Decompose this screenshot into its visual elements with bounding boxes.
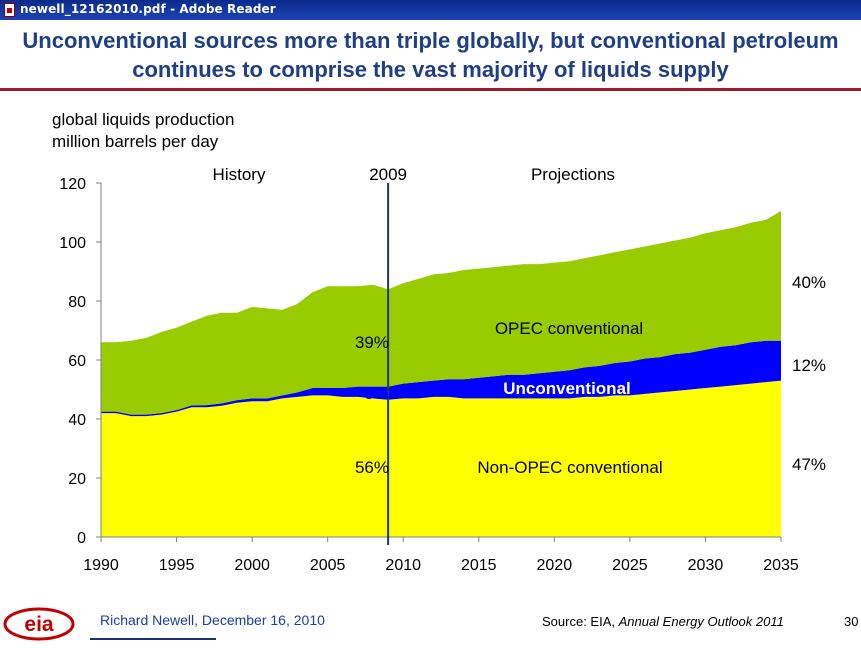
y-axis-label: global liquids production million barrel…	[52, 109, 234, 153]
pct-unconventional-2009: 5%	[364, 384, 389, 403]
history-label: History	[213, 165, 266, 184]
x-tick-label: 2000	[234, 557, 270, 574]
pct-unconventional-2035: 12%	[792, 356, 826, 375]
pct-opec-2009: 39%	[355, 333, 389, 352]
y-tick-label: 120	[59, 176, 86, 193]
area-unconventional	[101, 340, 781, 417]
source-label: Source: EIA,	[542, 614, 619, 629]
chart-axes: 0 20 40 60 80 100 120 1990 1995 2000 2005 2010 2015 2…	[59, 176, 799, 574]
x-tick-label: 2005	[310, 557, 346, 574]
pct-nonopec-2009: 56%	[355, 458, 389, 477]
slide-title: Unconventional sources more than triple …	[22, 28, 839, 82]
chart-annotations: History 2009 Projections 39% 5% 56% OPEC conve…	[213, 165, 826, 545]
projections-label: Projections	[531, 165, 615, 184]
unconventional-label: Unconventional	[503, 379, 631, 398]
x-tick-label: 2015	[461, 557, 497, 574]
pct-opec-2035: 40%	[792, 273, 826, 292]
y-tick-label: 20	[68, 471, 86, 488]
y-tick-label: 100	[59, 235, 86, 252]
y-axis-label-line-1: global liquids production	[52, 110, 235, 129]
title-rule	[0, 88, 861, 91]
liquids-production-chart: 0 20 40 60 80 100 120 1990 1995 2000 2005 2010 2015 2…	[59, 165, 826, 574]
area-non-opec-conventional	[101, 380, 781, 537]
y-axis-label-line-2: million barrels per day	[52, 132, 219, 151]
logo-text: eia	[24, 613, 54, 636]
opec-conventional-label: OPEC conventional	[495, 319, 643, 338]
pdf-file-icon	[4, 3, 15, 17]
y-tick-label: 80	[68, 294, 86, 311]
x-tick-label: 2020	[537, 557, 573, 574]
stacked-areas	[101, 211, 781, 537]
window-title: newell_12162010.pdf - Adobe Reader	[20, 2, 276, 16]
area-opec-conventional	[101, 211, 781, 415]
x-tick-label: 1995	[159, 557, 195, 574]
window-titlebar: newell_12162010.pdf - Adobe Reader	[0, 0, 861, 20]
page-number: 30	[844, 614, 859, 629]
x-tick-label: 2025	[612, 557, 648, 574]
nonopec-conventional-label: Non-OPEC conventional	[477, 458, 662, 477]
x-tick-label: 2030	[688, 557, 724, 574]
y-tick-label: 40	[68, 412, 86, 429]
footer-rule	[90, 638, 216, 640]
source-title: Annual Energy Outlook 2011	[618, 614, 784, 629]
y-tick-label: 0	[77, 530, 86, 547]
footer-author: Richard Newell, December 16, 2010	[100, 612, 325, 628]
x-tick-label: 2010	[385, 557, 421, 574]
pct-nonopec-2035: 47%	[792, 455, 826, 474]
y-tick-label: 60	[68, 353, 86, 370]
footer-source: Source: EIA, Annual Energy Outlook 2011	[542, 614, 784, 629]
x-tick-label: 2035	[763, 557, 799, 574]
x-tick-label: 1990	[83, 557, 119, 574]
eia-logo: eia	[2, 603, 76, 648]
year-2009-label: 2009	[369, 165, 407, 184]
